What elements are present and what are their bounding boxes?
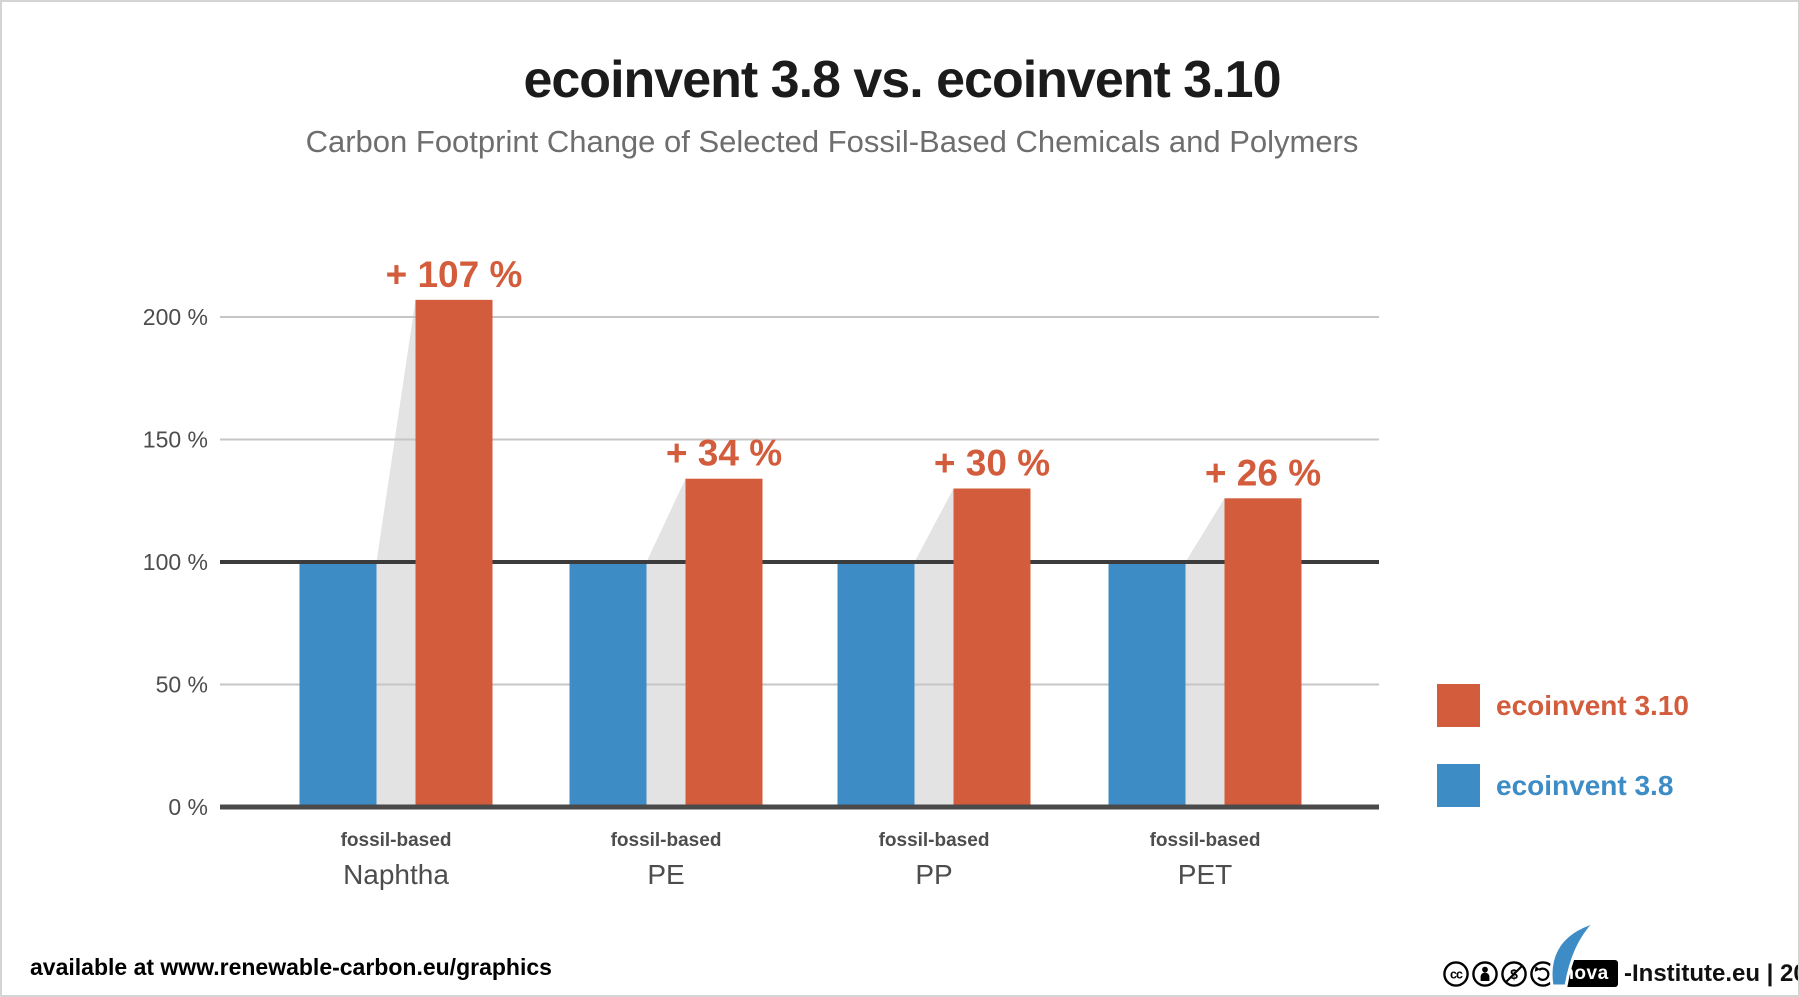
change-label: + 30 %: [934, 443, 1050, 484]
category-prefix-label: fossil-based: [341, 830, 452, 851]
legend-swatch-orange: [1437, 684, 1480, 727]
category-label: PET: [1178, 859, 1232, 890]
chart-subtitle: Carbon Footprint Change of Selected Foss…: [305, 124, 1359, 159]
legend-label: ecoinvent 3.8: [1496, 769, 1674, 801]
nc-icon: $: [1501, 961, 1527, 987]
svg-text:cc: cc: [1450, 968, 1463, 982]
y-tick-label: 50 %: [156, 672, 208, 698]
category-label: PE: [647, 859, 684, 890]
chart-legend: ecoinvent 3.10 ecoinvent 3.8: [1437, 684, 1689, 844]
category-prefix-label: fossil-based: [611, 830, 722, 851]
category-label: PP: [915, 859, 952, 890]
category-prefix-label: fossil-based: [1150, 830, 1261, 851]
legend-label: ecoinvent 3.10: [1496, 689, 1689, 721]
orange-bar-pp: [953, 488, 1031, 807]
nova-institute-logo-sail: [1549, 921, 1598, 987]
change-label: + 107 %: [386, 254, 523, 295]
availability-note: available at www.renewable-carbon.eu/gra…: [30, 954, 552, 980]
legend-item-ecoinvent-38: ecoinvent 3.8: [1437, 764, 1689, 807]
category-prefix-label: fossil-based: [879, 830, 990, 851]
cc-icon: cc: [1443, 961, 1469, 987]
change-band: [1185, 498, 1225, 807]
blue-bar-pe: [569, 562, 647, 807]
chart-title: ecoinvent 3.8 vs. ecoinvent 3.10: [523, 51, 1281, 109]
change-label: + 34 %: [666, 433, 782, 474]
category-label: Naphtha: [343, 859, 449, 890]
y-tick-label: 150 %: [143, 427, 208, 453]
blue-bar-pet: [1108, 562, 1186, 807]
change-label: + 26 %: [1205, 452, 1321, 493]
blue-bar-pp: [837, 562, 915, 807]
legend-swatch-blue: [1437, 764, 1480, 807]
orange-bar-pet: [1224, 498, 1302, 807]
by-icon: [1472, 961, 1498, 987]
credit-text: -Institute.eu | 2024: [1624, 960, 1798, 987]
creative-commons-license: cc $: [1442, 960, 1557, 988]
change-band: [376, 299, 416, 807]
change-band: [914, 488, 954, 807]
blue-bar-naphtha: [299, 562, 377, 807]
y-tick-label: 100 %: [143, 549, 208, 575]
y-tick-label: 200 %: [143, 304, 208, 330]
y-tick-label: 0 %: [168, 794, 208, 820]
orange-bar-naphtha: [415, 299, 493, 807]
orange-bar-pe: [685, 478, 763, 807]
legend-item-ecoinvent-310: ecoinvent 3.10: [1437, 684, 1689, 727]
change-band: [646, 478, 686, 807]
